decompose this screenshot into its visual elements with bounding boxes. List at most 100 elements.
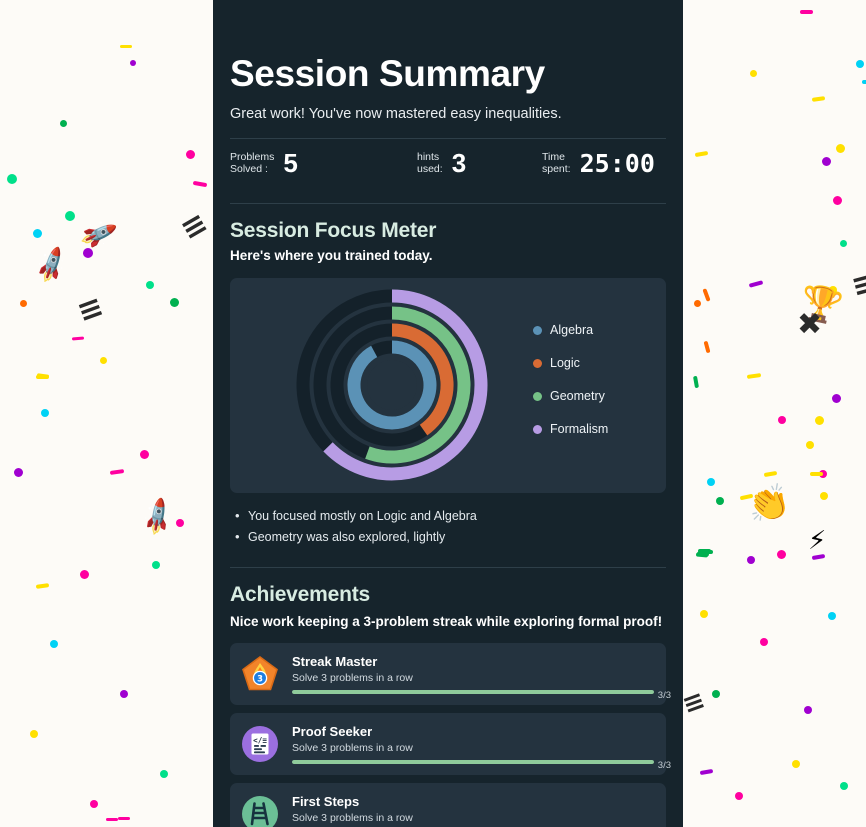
confetti-dot bbox=[778, 416, 786, 424]
achievement-progress-bar bbox=[292, 690, 654, 694]
stat-time-spent-value: 25:00 bbox=[579, 148, 655, 178]
confetti-dot bbox=[712, 690, 720, 698]
confetti-dot bbox=[822, 157, 831, 166]
ladder-icon bbox=[242, 796, 278, 827]
achievement-card[interactable]: </≡ Proof Seeker Solve 3 problems in a ro… bbox=[230, 713, 666, 775]
achievement-row[interactable]: </≡ Proof Seeker Solve 3 problems in a ro… bbox=[230, 713, 671, 775]
achievement-text: Proof Seeker Solve 3 problems in a row bbox=[292, 724, 654, 764]
stat-label-line1: hints bbox=[417, 150, 440, 163]
achievement-progress-fill bbox=[292, 760, 654, 764]
confetti-dot bbox=[152, 561, 160, 569]
achievement-row[interactable]: 3 Streak Master Solve 3 problems in a row… bbox=[230, 643, 671, 705]
legend-swatch-icon bbox=[533, 391, 542, 401]
ring-arc-geometry bbox=[365, 306, 471, 464]
achievement-count: 3/3 bbox=[657, 760, 671, 771]
confetti-dot bbox=[836, 144, 845, 153]
ring-arc-algebra bbox=[347, 340, 437, 430]
confetti-emoji: ≡ bbox=[678, 685, 710, 721]
divider-stats bbox=[230, 203, 666, 204]
confetti-emoji: ✖ bbox=[797, 307, 823, 342]
focus-insight-item: Geometry was also explored, lightly bbox=[235, 529, 666, 551]
legend-label: Algebra bbox=[550, 323, 594, 337]
legend-swatch-icon bbox=[533, 424, 542, 434]
stat-hints-used-label: hints used: bbox=[417, 151, 443, 176]
confetti-streamer bbox=[698, 549, 711, 553]
summary-panel: Session Summary Great work! You've now m… bbox=[213, 0, 683, 827]
achievement-name: Streak Master bbox=[292, 654, 378, 669]
confetti-streamer bbox=[862, 80, 866, 84]
confetti-dot bbox=[160, 770, 168, 778]
stat-label-line1: Problems bbox=[230, 150, 275, 163]
achievement-card[interactable]: First Steps Solve 3 problems in a row bbox=[230, 783, 666, 827]
achievements-title: Achievements bbox=[230, 583, 370, 606]
confetti-dot bbox=[120, 690, 128, 698]
confetti-emoji: 👏 bbox=[744, 480, 794, 528]
stat-problems-solved: Problems Solved : 5 bbox=[230, 147, 298, 179]
confetti-dot bbox=[83, 248, 93, 258]
achievement-card[interactable]: 3 Streak Master Solve 3 problems in a row bbox=[230, 643, 666, 705]
chart-center-hole bbox=[367, 360, 417, 410]
confetti-emoji: ⚡ bbox=[808, 526, 827, 556]
legend-label: Logic bbox=[550, 356, 580, 370]
confetti-streamer bbox=[746, 373, 762, 379]
ring-arc-formalism bbox=[323, 289, 488, 481]
confetti-emoji: 🚀 bbox=[77, 215, 119, 255]
achievement-count: 3/3 bbox=[657, 690, 671, 701]
achievement-badge bbox=[241, 795, 279, 827]
proof-document-icon: </≡ bbox=[242, 726, 278, 762]
achievement-badge: </≡ bbox=[241, 725, 279, 763]
confetti-emoji: ≡ bbox=[72, 288, 109, 331]
stats-row: Problems Solved : 5 hints used: 3 Time bbox=[230, 139, 666, 187]
stat-problems-solved-value: 5 bbox=[283, 147, 298, 178]
page-subtitle: Great work! You've now mastered easy ine… bbox=[230, 106, 562, 122]
radial-focus-chart-svg bbox=[296, 289, 488, 481]
achievement-description: Solve 3 problems in a row bbox=[292, 672, 413, 684]
svg-text:</≡: </≡ bbox=[253, 736, 267, 745]
confetti-dot bbox=[750, 70, 757, 77]
confetti-dot bbox=[41, 409, 49, 417]
confetti-dot bbox=[856, 60, 864, 68]
confetti-emoji: 🏆 bbox=[796, 281, 847, 329]
confetti-dot bbox=[60, 120, 67, 127]
confetti-streamer bbox=[695, 552, 709, 558]
confetti-streamer bbox=[694, 150, 709, 158]
legend-item-geometry: Geometry bbox=[533, 389, 608, 403]
confetti-dot bbox=[819, 470, 827, 478]
confetti-dot bbox=[735, 792, 743, 800]
focus-meter-subtitle: Here's where you trained today. bbox=[230, 248, 433, 263]
confetti-dot bbox=[694, 300, 701, 307]
confetti-dot bbox=[20, 300, 27, 307]
confetti-emoji: ≡ bbox=[174, 205, 214, 249]
confetti-dot bbox=[186, 150, 195, 159]
confetti-dot bbox=[806, 441, 814, 449]
divider-insights bbox=[230, 567, 666, 568]
confetti-dot bbox=[65, 211, 75, 221]
achievements-list: 3 Streak Master Solve 3 problems in a row… bbox=[230, 643, 671, 827]
achievement-badge: 3 bbox=[241, 655, 279, 693]
confetti-emoji: 🚀 bbox=[31, 245, 74, 287]
confetti-dot bbox=[832, 394, 841, 403]
radial-focus-chart bbox=[292, 285, 492, 485]
confetti-streamer bbox=[811, 553, 826, 561]
confetti-streamer bbox=[106, 818, 118, 821]
confetti-streamer bbox=[36, 373, 50, 378]
confetti-dot bbox=[833, 196, 842, 205]
achievement-progress-fill bbox=[292, 690, 654, 694]
confetti-dot bbox=[820, 492, 828, 500]
confetti-dot bbox=[7, 174, 17, 184]
confetti-dot bbox=[100, 357, 107, 364]
legend-swatch-icon bbox=[533, 358, 542, 368]
confetti-streamer bbox=[800, 10, 813, 14]
confetti-dot bbox=[146, 281, 154, 289]
divider-top bbox=[230, 138, 666, 139]
stat-time-spent: Time spent: 25:00 bbox=[542, 149, 655, 178]
achievements-subtitle: Nice work keeping a 3-problem streak whi… bbox=[230, 614, 663, 629]
confetti-dot bbox=[140, 450, 149, 459]
achievement-text: Streak Master Solve 3 problems in a row bbox=[292, 654, 654, 694]
stat-label-line2: used: bbox=[417, 163, 443, 175]
focus-meter-title: Session Focus Meter bbox=[230, 219, 437, 242]
confetti-dot bbox=[176, 519, 184, 527]
confetti-streamer bbox=[692, 375, 700, 389]
focus-insight-list: You focused mostly on Logic and AlgebraG… bbox=[230, 508, 666, 551]
